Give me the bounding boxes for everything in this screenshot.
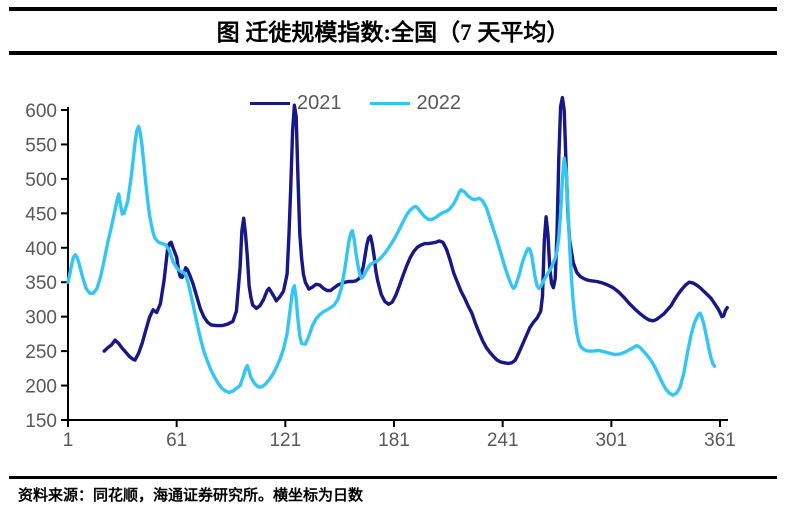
series-line-2022 [66,124,717,397]
x-tick-label: 181 [378,430,410,451]
y-tick-label: 200 [25,377,57,398]
x-tick-label: 61 [166,430,187,451]
y-tick-label: 300 [25,308,57,329]
y-tick-label: 400 [25,239,57,260]
title-bottom-rule [9,51,777,55]
y-tick-label: 500 [25,170,57,191]
y-tick-label: 250 [25,342,57,363]
y-tick-label: 450 [25,204,57,225]
y-tick-label: 150 [25,411,57,432]
legend-item-2021: 2021 [250,92,342,115]
top-rule [9,7,777,11]
legend-line-2022 [369,102,410,105]
y-tick-label: 600 [25,101,57,122]
legend-label-2021: 2021 [297,92,342,114]
page-title: 图 迁徙规模指数:全国（7 天平均） [216,20,570,45]
chart-legend: 2021 2022 [250,92,461,115]
legend-label-2022: 2022 [416,92,462,114]
x-tick-label: 121 [269,430,301,451]
x-tick-label: 1 [63,430,74,451]
source-note: 资料来源：同花顺，海通证券研究所。横坐标为日数 [18,488,364,504]
legend-item-2022: 2022 [369,92,462,115]
x-tick-label: 301 [595,430,627,451]
series-line-2021 [102,95,729,366]
x-tick-label: 241 [487,430,519,451]
legend-line-2021 [250,102,290,105]
x-tick-label: 361 [704,430,736,451]
footer-rule [9,476,777,479]
y-tick-label: 350 [25,273,57,294]
y-tick-label: 550 [25,135,57,156]
